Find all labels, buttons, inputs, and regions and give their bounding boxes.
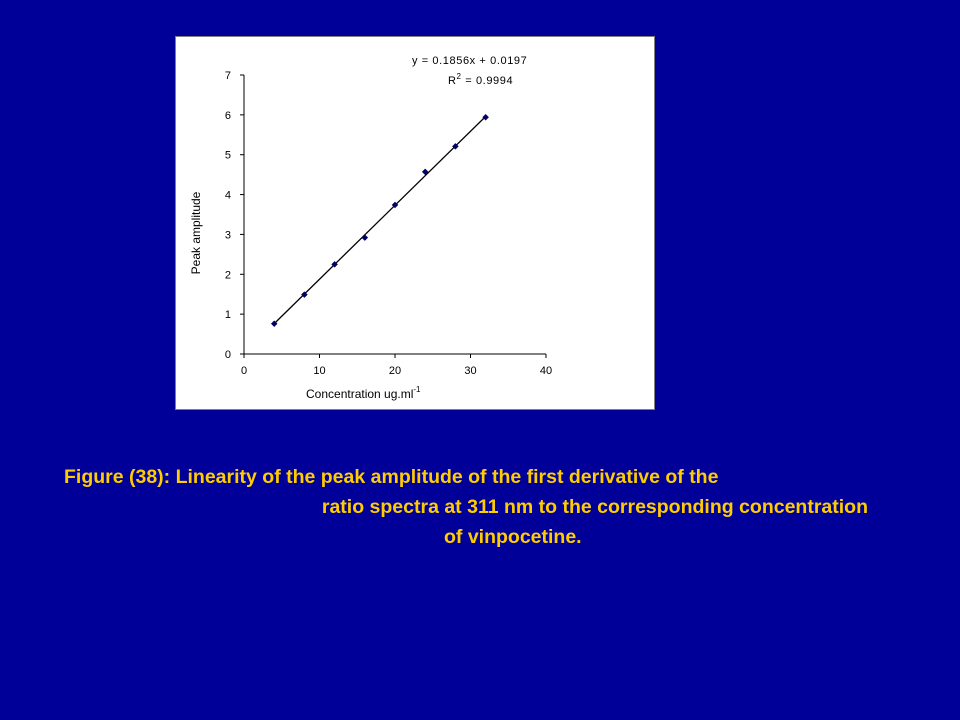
r-squared-symbol: R bbox=[448, 75, 457, 87]
x-axis-title-text: Concentration ug.ml bbox=[306, 387, 413, 401]
y-tick-label: 1 bbox=[225, 309, 231, 321]
r-squared-annotation: R2 = 0.9994 bbox=[448, 72, 513, 87]
data-point bbox=[421, 168, 429, 176]
y-tick-label: 0 bbox=[225, 349, 231, 361]
figure-caption: Figure (38): Linearity of the peak ampli… bbox=[60, 462, 872, 552]
linearity-chart: 0 1 2 3 4 5 6 7 0 10 20 30 40 y = 0.1856x + 0.0197 R… bbox=[189, 55, 552, 401]
x-tick-label: 10 bbox=[313, 365, 325, 377]
r-squared-superscript: 2 bbox=[457, 72, 462, 81]
x-axis-title-superscript: -1 bbox=[413, 385, 421, 394]
chart-panel: 0 1 2 3 4 5 6 7 0 10 20 30 40 y = 0.1856x + 0.0197 R… bbox=[175, 36, 655, 410]
data-point bbox=[361, 234, 369, 241]
caption-line-1: Figure (38): Linearity of the peak ampli… bbox=[64, 466, 719, 488]
equation-annotation: y = 0.1856x + 0.0197 bbox=[412, 55, 527, 67]
y-tick-label: 6 bbox=[225, 110, 231, 122]
y-axis-title: Peak amplitude bbox=[189, 191, 203, 274]
x-axis-title: Concentration ug.ml-1 bbox=[306, 385, 421, 401]
x-tick-label: 40 bbox=[540, 365, 552, 377]
data-point bbox=[482, 113, 489, 121]
data-point bbox=[452, 142, 459, 150]
data-point bbox=[301, 291, 308, 298]
trendline-layer bbox=[273, 116, 487, 325]
data-point bbox=[270, 320, 278, 328]
y-tick-label: 3 bbox=[225, 229, 231, 241]
caption-line-2: ratio spectra at 311 nm to the correspon… bbox=[321, 496, 868, 518]
y-tick-label: 5 bbox=[225, 150, 231, 162]
x-tick-label: 30 bbox=[464, 365, 476, 377]
data-point bbox=[331, 260, 338, 268]
r-squared-value: = 0.9994 bbox=[462, 75, 514, 87]
y-tick-label: 7 bbox=[225, 70, 231, 82]
y-tick-label: 4 bbox=[225, 190, 231, 202]
data-point bbox=[391, 201, 399, 209]
data-points-layer bbox=[270, 113, 489, 328]
tick-labels-layer: 0 1 2 3 4 5 6 7 0 10 20 30 40 bbox=[225, 70, 552, 377]
chart-axes bbox=[240, 74, 547, 358]
x-tick-label: 20 bbox=[389, 365, 401, 377]
y-tick-label: 2 bbox=[225, 269, 231, 281]
trendline bbox=[273, 116, 487, 325]
x-tick-label: 0 bbox=[241, 365, 247, 377]
caption-line-3: of vinpocetine. bbox=[444, 526, 582, 548]
